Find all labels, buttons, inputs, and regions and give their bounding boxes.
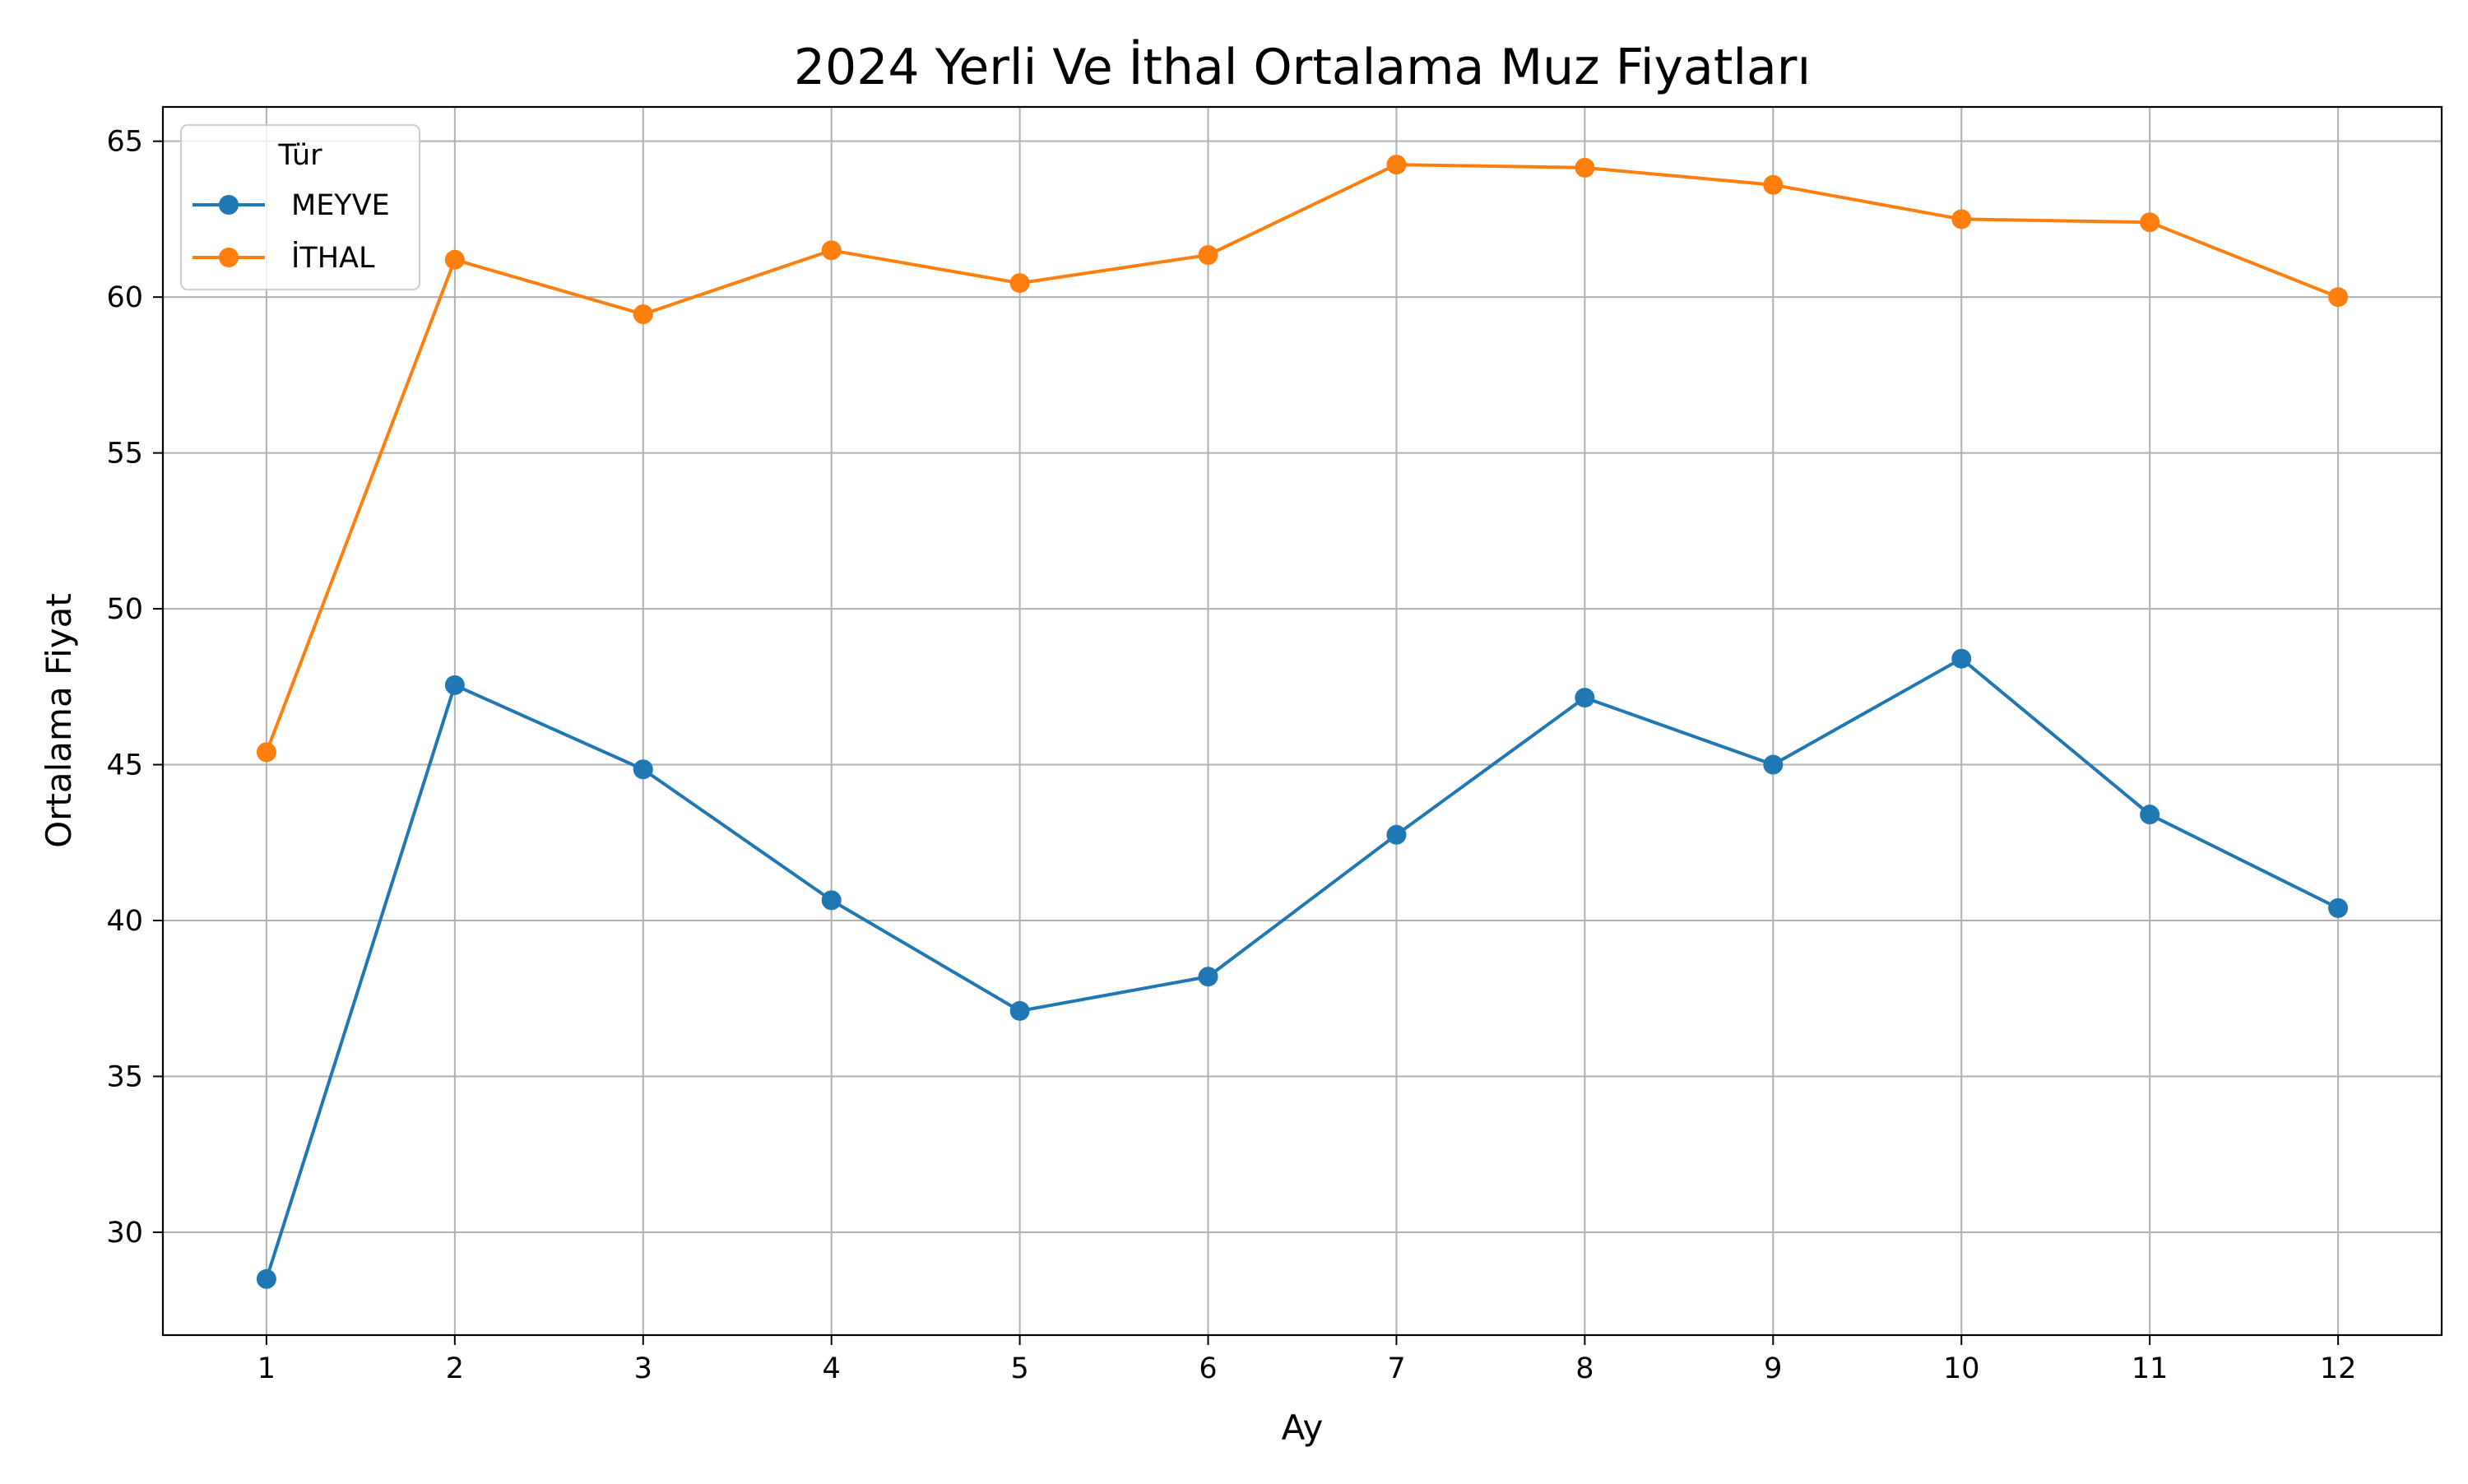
legend-label-ithal: İTHAL (291, 240, 375, 275)
y-tick-label-60: 60 (106, 281, 143, 314)
x-tick-label-2: 2 (446, 1352, 464, 1385)
chart-title: 2024 Yerli Ve İthal Ortalama Muz Fiyatla… (794, 38, 1811, 96)
legend-box (180, 124, 420, 290)
legend-marker-meyve (219, 195, 239, 215)
y-tick-label-30: 30 (106, 1217, 143, 1250)
x-tick-label-6: 6 (1199, 1352, 1217, 1385)
data-point-ithal-10 (1951, 209, 1972, 230)
plot-frame (161, 105, 2443, 1337)
x-tick-label-10: 10 (1943, 1352, 1980, 1385)
data-point-ithal-6 (1198, 244, 1218, 265)
legend-title: Tür (277, 139, 322, 172)
series-line-meyve (265, 656, 2339, 1280)
x-tick-label-5: 5 (1010, 1352, 1028, 1385)
y-tick-label-35: 35 (106, 1060, 143, 1093)
data-point-meyve-9 (1763, 754, 1784, 775)
x-tick-label-7: 7 (1387, 1352, 1405, 1385)
x-tick-label-8: 8 (1575, 1352, 1594, 1385)
data-point-ithal-11 (2140, 212, 2160, 233)
y-tick-label-65: 65 (106, 126, 143, 159)
x-tick-label-3: 3 (634, 1352, 652, 1385)
data-point-ithal-2 (444, 249, 465, 270)
legend-label-meyve: MEYVE (291, 189, 390, 222)
data-point-ithal-9 (1763, 174, 1784, 195)
data-point-meyve-7 (1386, 824, 1407, 845)
data-point-meyve-8 (1575, 688, 1595, 708)
data-point-meyve-2 (444, 675, 465, 695)
y-tick-label-50: 50 (106, 593, 143, 626)
data-point-ithal-3 (633, 304, 653, 324)
data-point-ithal-8 (1575, 157, 1595, 178)
data-point-meyve-5 (1009, 1000, 1030, 1021)
series-layer (256, 155, 2349, 1289)
data-point-meyve-4 (821, 890, 842, 911)
legend-marker-ithal (219, 248, 239, 267)
x-tick-label-12: 12 (2320, 1352, 2357, 1385)
data-point-meyve-3 (633, 759, 653, 780)
y-tick-label-55: 55 (106, 438, 143, 471)
y-tick-label-45: 45 (106, 749, 143, 782)
x-tick-label-4: 4 (823, 1352, 841, 1385)
data-point-meyve-6 (1198, 967, 1218, 987)
y-axis-label: Ortalama Fiyat (39, 593, 79, 848)
data-point-ithal-12 (2328, 287, 2349, 308)
x-axis-label: Ay (1282, 1407, 1324, 1448)
legend: Tür MEYVE İTHAL (180, 124, 420, 290)
data-point-meyve-1 (256, 1268, 276, 1289)
data-point-meyve-11 (2140, 805, 2160, 825)
data-point-ithal-7 (1386, 155, 1407, 175)
data-point-ithal-5 (1009, 273, 1030, 294)
data-point-meyve-12 (2328, 897, 2349, 918)
x-tick-label-1: 1 (257, 1352, 276, 1385)
data-point-ithal-1 (256, 742, 276, 763)
y-tick-label-40: 40 (106, 905, 143, 938)
data-point-ithal-4 (821, 240, 842, 261)
x-tick-label-9: 9 (1764, 1352, 1782, 1385)
data-point-meyve-10 (1951, 648, 1972, 669)
series-line-ithal (265, 163, 2339, 754)
x-tick-label-11: 11 (2132, 1352, 2169, 1385)
